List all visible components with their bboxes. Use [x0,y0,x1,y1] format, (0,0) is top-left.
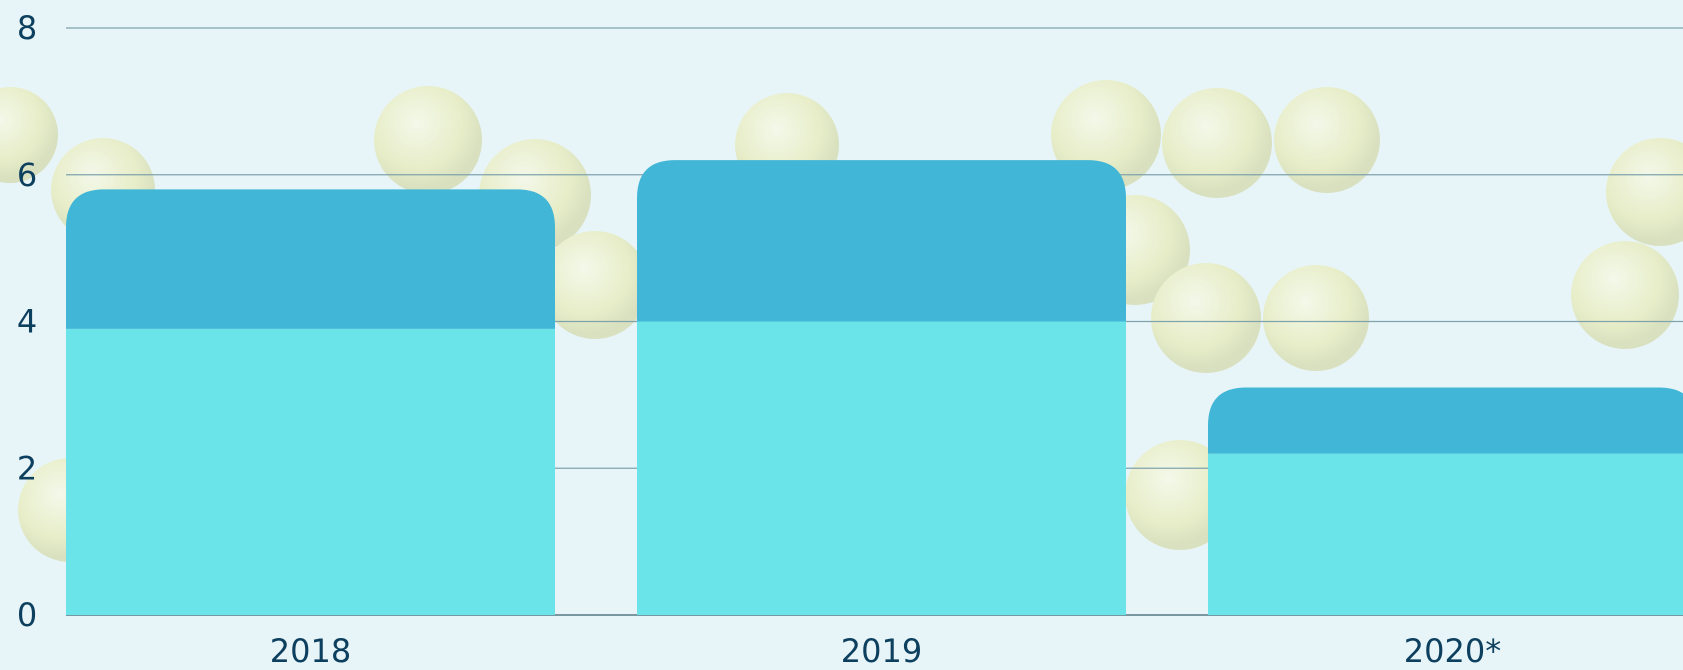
page: 02468201820192020* (() => { const data =… [0,0,1683,670]
bar-segment [66,329,555,615]
y-tick-label: 0 [17,596,37,634]
x-tick-label: 2019 [841,632,922,670]
bar-segment [1208,454,1683,615]
x-tick-label: 2018 [270,632,351,670]
y-tick-label: 6 [17,156,37,194]
bar-segment [1208,388,1683,454]
bar-segment [637,160,1126,321]
y-tick-label: 2 [17,449,37,487]
chart: 0 2 4 6 8 2018 2019 2020* [0,0,1683,670]
bar-segment [637,322,1126,616]
x-tick-label: 2020* [1404,632,1501,670]
y-tick-label: 8 [17,9,37,47]
y-tick-label: 4 [17,303,37,341]
bar-segment [66,189,555,328]
